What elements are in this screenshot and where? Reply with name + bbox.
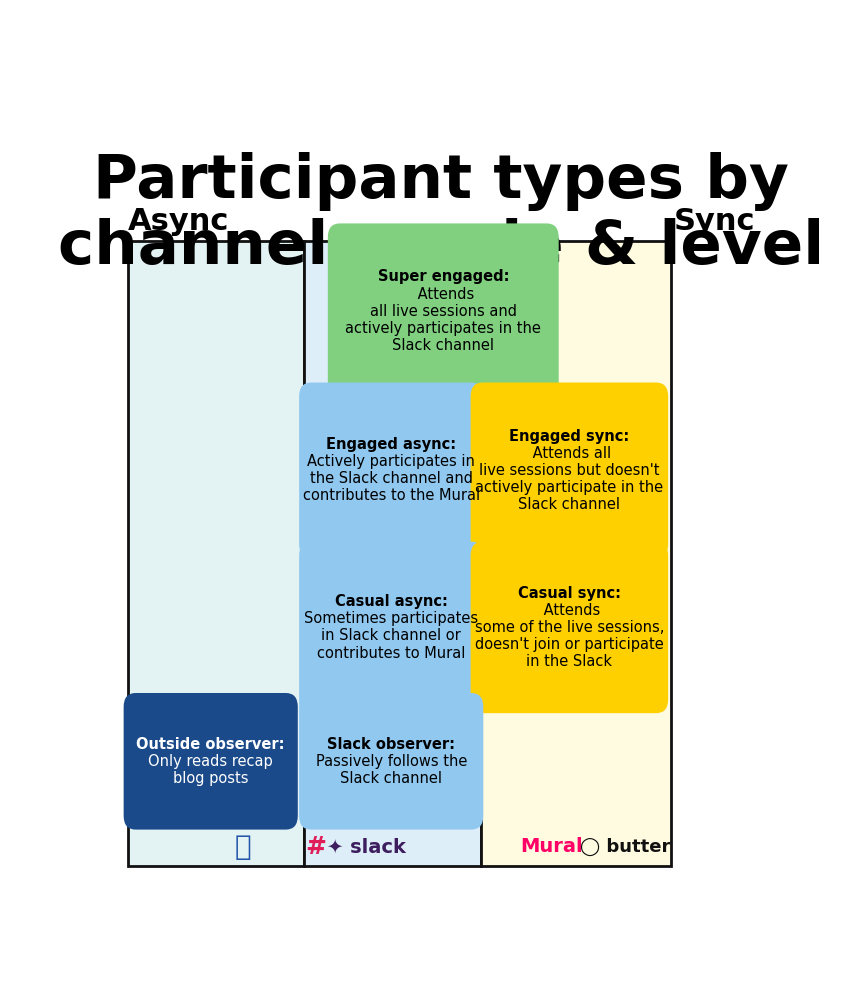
Text: Super engaged:: Super engaged: [377,269,509,284]
Text: Passively follows the: Passively follows the [315,754,467,769]
Text: live sessions but doesn't: live sessions but doesn't [479,463,660,478]
FancyBboxPatch shape [124,692,298,830]
Text: Slack channel: Slack channel [393,338,494,353]
Text: Slack channel: Slack channel [518,497,621,512]
Text: Casual sync:: Casual sync: [517,586,621,601]
Text: Outside observer:: Outside observer: [137,737,285,752]
Text: some of the live sessions,: some of the live sessions, [474,620,664,635]
FancyBboxPatch shape [299,692,483,830]
Text: Sometimes participates: Sometimes participates [304,612,478,626]
Text: ⛵: ⛵ [234,833,251,861]
FancyBboxPatch shape [328,224,559,399]
Text: doesn't join or participate: doesn't join or participate [475,637,664,652]
Text: blog posts: blog posts [173,771,249,786]
Text: ◯ butter: ◯ butter [579,838,670,856]
Text: Slack channel: Slack channel [340,771,443,786]
Text: in the Slack: in the Slack [526,654,612,669]
Text: Casual async:: Casual async: [335,595,448,609]
Text: contributes to Mural: contributes to Mural [317,645,466,660]
Text: Async: Async [127,208,229,236]
FancyBboxPatch shape [299,382,483,558]
Text: Sync: Sync [673,208,755,236]
Text: Attends all: Attends all [528,446,611,461]
Text: #: # [306,835,326,859]
Text: the Slack channel and: the Slack channel and [310,472,473,486]
Text: Attends: Attends [412,286,474,301]
Text: contributes to the Mural: contributes to the Mural [303,488,480,503]
Text: Only reads recap: Only reads recap [148,754,273,769]
FancyBboxPatch shape [481,241,672,866]
FancyBboxPatch shape [471,541,668,714]
Text: Engaged async:: Engaged async: [326,437,456,453]
FancyBboxPatch shape [471,382,668,558]
Text: 𝗠ural: 𝗠ural [520,838,583,856]
Text: actively participates in the: actively participates in the [345,321,542,336]
FancyBboxPatch shape [127,241,305,866]
Text: actively participate in the: actively participate in the [475,480,664,495]
FancyBboxPatch shape [299,541,483,714]
Text: Actively participates in: Actively participates in [307,455,475,469]
Text: all live sessions and: all live sessions and [369,303,517,319]
Text: in Slack channel or: in Slack channel or [321,628,461,643]
Text: Slack observer:: Slack observer: [327,737,455,752]
FancyBboxPatch shape [305,241,481,866]
Text: Attends: Attends [539,603,600,618]
Text: Engaged sync:: Engaged sync: [509,428,629,444]
Text: Participant types by
channel, mode & level: Participant types by channel, mode & lev… [59,152,824,277]
Text: ✦ slack: ✦ slack [327,838,406,856]
